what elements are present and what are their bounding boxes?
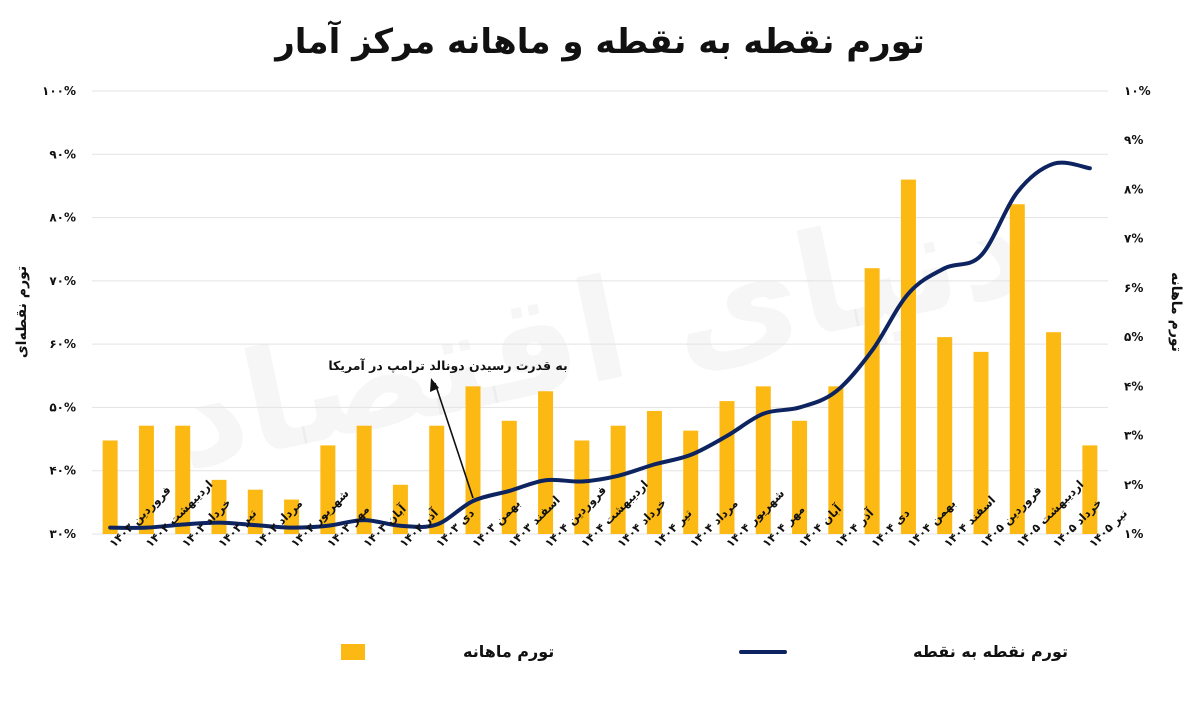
right-axis-tick: ۷%	[1124, 232, 1143, 246]
bar	[501, 420, 517, 534]
legend-bar-label: تورم ماهانه	[463, 642, 554, 661]
bars-group	[102, 179, 1098, 534]
right-axis-tick: ۴%	[1124, 379, 1143, 393]
bar	[465, 386, 481, 534]
annotation-group: به قدرت رسیدن دونالد ترامپ در آمریکا	[328, 358, 568, 499]
bar	[1046, 332, 1062, 534]
right-axis-tick: ۳%	[1124, 429, 1143, 443]
left-axis-tick: ۹۰%	[49, 147, 76, 161]
bar	[211, 479, 227, 534]
bar	[538, 391, 554, 534]
bar	[900, 179, 916, 534]
bar	[356, 425, 372, 534]
bar	[1082, 445, 1098, 534]
left-axis-tick: ۷۰%	[49, 274, 76, 288]
chart-title: تورم نقطه به نقطه و ماهانه مرکز آمار	[275, 22, 925, 62]
bar	[610, 425, 626, 534]
annotation-label: به قدرت رسیدن دونالد ترامپ در آمریکا	[328, 358, 567, 373]
right-axis-title: تورم ماهانه	[1168, 272, 1184, 352]
left-axis-tick: ۶۰%	[49, 337, 76, 351]
legend: تورم ماهانه تورم نقطه به نقطه	[341, 642, 1068, 661]
bar	[138, 425, 154, 534]
right-axis-tick: ۸%	[1124, 182, 1143, 196]
right-axis-tick: ۱%	[1124, 527, 1143, 541]
bar	[973, 351, 989, 534]
bar	[1009, 204, 1025, 534]
right-axis: ۱% ۲% ۳% ۴% ۵% ۶% ۷% ۸% ۹% ۱۰%	[1124, 84, 1151, 541]
bar	[392, 484, 408, 534]
right-axis-tick: ۵%	[1124, 330, 1143, 344]
left-axis-tick: ۱۰۰%	[42, 84, 76, 98]
legend-bar-swatch	[341, 644, 365, 660]
left-axis: ۳۰% ۴۰% ۵۰% ۶۰% ۷۰% ۸۰% ۹۰% ۱۰۰%	[42, 84, 76, 541]
bar	[320, 445, 336, 534]
right-axis-tick: ۲%	[1124, 478, 1143, 492]
line-group	[108, 160, 1092, 530]
left-axis-tick: ۸۰%	[49, 211, 76, 225]
left-axis-title: تورم نقطه‌ای	[14, 266, 30, 358]
right-axis-tick: ۱۰%	[1124, 84, 1151, 98]
bar	[284, 499, 300, 534]
left-axis-tick: ۵۰%	[49, 400, 76, 414]
bar	[937, 337, 953, 534]
bar	[429, 425, 445, 534]
legend-line-label: تورم نقطه به نقطه	[913, 642, 1068, 661]
left-axis-tick: ۳۰%	[49, 527, 76, 541]
annotation-arrowhead	[430, 378, 439, 392]
bar	[792, 420, 808, 534]
bar	[574, 440, 590, 534]
bar	[864, 268, 880, 534]
bar	[175, 425, 191, 534]
point-to-point-line	[108, 160, 1092, 530]
bar	[102, 440, 118, 534]
bar	[646, 410, 662, 534]
right-axis-tick: ۶%	[1124, 281, 1143, 295]
right-axis-tick: ۹%	[1124, 133, 1143, 147]
annotation-arrow	[434, 382, 474, 499]
bar	[828, 386, 844, 534]
left-axis-tick: ۴۰%	[49, 464, 76, 478]
bar	[755, 386, 771, 534]
